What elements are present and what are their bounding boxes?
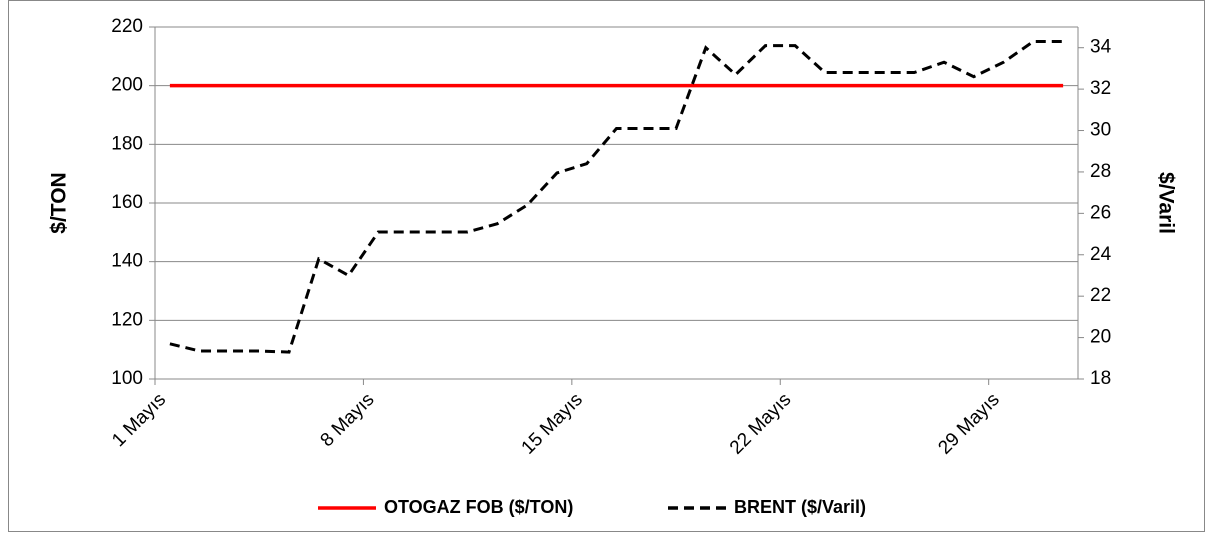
y-tick-label: 160	[111, 192, 143, 213]
y2-tick-label: 32	[1090, 78, 1111, 99]
y2-tick-label: 20	[1090, 327, 1111, 348]
y-tick-label: 200	[111, 75, 143, 96]
y2-axis-title: $/Varil	[1154, 172, 1177, 234]
y-tick-label: 180	[111, 133, 143, 154]
y2-tick-label: 34	[1090, 37, 1112, 58]
legend-label: OTOGAZ FOB ($/TON)	[384, 497, 573, 517]
y-tick-label: 140	[111, 251, 143, 272]
y-tick-label: 120	[111, 309, 143, 330]
y2-tick-label: 18	[1090, 368, 1111, 389]
legend-label: BRENT ($/Varil)	[734, 497, 866, 517]
y2-tick-label: 24	[1090, 244, 1112, 265]
y2-tick-label: 26	[1090, 202, 1111, 223]
y-tick-label: 220	[111, 16, 143, 37]
y-axis-title: $/TON	[48, 172, 71, 233]
y2-tick-label: 28	[1090, 161, 1111, 182]
y2-tick-label: 22	[1090, 285, 1111, 306]
y-tick-label: 100	[111, 368, 143, 389]
y2-tick-label: 30	[1090, 120, 1111, 141]
chart-frame	[8, 0, 1205, 532]
series-line	[169, 39, 1064, 354]
